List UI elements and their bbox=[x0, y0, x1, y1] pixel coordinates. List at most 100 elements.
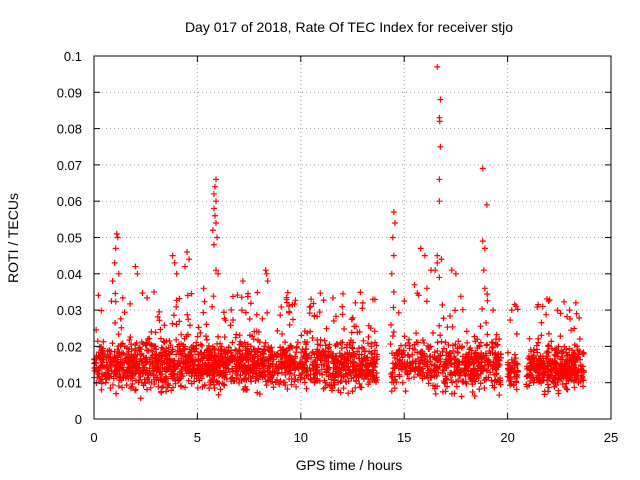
data-point bbox=[176, 346, 183, 353]
data-point bbox=[229, 368, 236, 375]
data-point bbox=[289, 316, 296, 323]
data-point bbox=[402, 366, 409, 373]
data-point bbox=[401, 298, 408, 305]
data-point bbox=[476, 363, 483, 370]
data-point bbox=[114, 359, 121, 366]
data-point bbox=[373, 353, 380, 360]
data-point bbox=[569, 366, 576, 373]
data-point bbox=[207, 368, 214, 375]
data-point bbox=[262, 372, 269, 379]
data-point bbox=[345, 378, 352, 385]
data-point bbox=[127, 334, 134, 341]
data-point bbox=[390, 288, 397, 295]
data-point bbox=[423, 285, 430, 292]
data-point bbox=[395, 309, 402, 316]
data-point bbox=[356, 328, 363, 335]
data-point bbox=[283, 296, 290, 303]
x-tick-label: 20 bbox=[500, 430, 514, 445]
data-point bbox=[117, 315, 124, 322]
data-point bbox=[299, 355, 306, 362]
data-point bbox=[188, 380, 195, 387]
data-point bbox=[99, 376, 106, 383]
data-point bbox=[174, 363, 181, 370]
data-point bbox=[247, 300, 254, 307]
data-point bbox=[504, 349, 511, 356]
data-point bbox=[280, 379, 287, 386]
data-point bbox=[568, 365, 575, 372]
data-point bbox=[476, 352, 483, 359]
data-point bbox=[182, 367, 189, 374]
data-point bbox=[162, 375, 169, 382]
data-point bbox=[139, 364, 146, 371]
data-point bbox=[435, 353, 442, 360]
data-point bbox=[173, 297, 180, 304]
data-point bbox=[349, 345, 356, 352]
data-point bbox=[463, 351, 470, 358]
data-point bbox=[545, 330, 552, 337]
data-point bbox=[468, 377, 475, 384]
data-point bbox=[194, 333, 201, 340]
data-point bbox=[269, 348, 276, 355]
data-point bbox=[371, 347, 378, 354]
data-point bbox=[186, 256, 193, 263]
data-point bbox=[211, 183, 218, 190]
data-point bbox=[434, 357, 441, 364]
data-point bbox=[228, 357, 235, 364]
data-point bbox=[294, 364, 301, 371]
data-point bbox=[138, 338, 145, 345]
data-point bbox=[229, 374, 236, 381]
data-point bbox=[448, 390, 455, 397]
data-point bbox=[152, 358, 159, 365]
data-point bbox=[173, 321, 180, 328]
data-point bbox=[284, 289, 291, 296]
data-point bbox=[432, 367, 439, 374]
data-point bbox=[494, 360, 501, 367]
data-point bbox=[98, 370, 105, 377]
data-point bbox=[513, 303, 520, 310]
data-point bbox=[484, 291, 491, 298]
x-tick-label: 5 bbox=[194, 430, 201, 445]
data-point bbox=[438, 338, 445, 345]
data-point bbox=[210, 205, 217, 212]
data-point bbox=[149, 360, 156, 367]
data-point bbox=[328, 387, 335, 394]
data-point bbox=[210, 293, 217, 300]
data-point bbox=[173, 336, 180, 343]
data-point bbox=[345, 366, 352, 373]
data-point bbox=[454, 368, 461, 375]
data-point bbox=[562, 370, 569, 377]
data-point bbox=[115, 383, 122, 390]
chart-title: Day 017 of 2018, Rate Of TEC Index for r… bbox=[185, 19, 513, 35]
data-point bbox=[156, 317, 163, 324]
data-point bbox=[311, 358, 318, 365]
y-tick-label: 0.02 bbox=[57, 339, 82, 354]
data-point bbox=[455, 377, 462, 384]
data-point bbox=[364, 340, 371, 347]
data-point bbox=[361, 355, 368, 362]
data-point bbox=[359, 299, 366, 306]
data-point bbox=[488, 339, 495, 346]
data-point bbox=[170, 312, 177, 319]
data-point bbox=[365, 333, 372, 340]
data-point bbox=[292, 353, 299, 360]
data-point bbox=[301, 338, 308, 345]
data-point bbox=[417, 245, 424, 252]
data-point bbox=[306, 365, 313, 372]
data-point bbox=[193, 342, 200, 349]
data-point bbox=[437, 143, 444, 150]
data-point bbox=[113, 368, 120, 375]
data-point bbox=[426, 370, 433, 377]
data-point bbox=[431, 385, 438, 392]
data-point bbox=[434, 259, 441, 266]
data-point bbox=[539, 364, 546, 371]
data-point bbox=[443, 362, 450, 369]
data-point bbox=[248, 378, 255, 385]
data-point bbox=[392, 361, 399, 368]
data-point bbox=[421, 361, 428, 368]
data-point bbox=[116, 376, 123, 383]
data-point bbox=[251, 346, 258, 353]
data-point bbox=[264, 309, 271, 316]
data-point bbox=[418, 354, 425, 361]
data-point bbox=[407, 368, 414, 375]
